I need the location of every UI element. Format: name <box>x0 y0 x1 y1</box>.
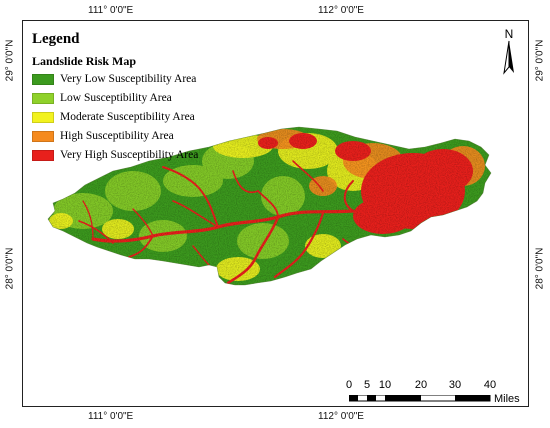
scale-bar-graphic <box>349 395 491 402</box>
right-coord-29: 29° 0'0"N <box>534 39 546 82</box>
legend: Legend Landslide Risk Map Very Low Susce… <box>32 30 242 164</box>
scale-tick-0: 0 <box>345 379 353 391</box>
top-coord-112: 112° 0'0"E <box>318 5 364 16</box>
legend-item-moderate: Moderate Susceptibility Area <box>32 108 242 126</box>
legend-swatch-low <box>32 92 54 104</box>
legend-label-very-low: Very Low Susceptibility Area <box>60 73 197 85</box>
legend-swatch-high <box>32 130 54 142</box>
legend-item-low: Low Susceptibility Area <box>32 89 242 107</box>
region-fill <box>48 127 491 285</box>
scale-tick-30: 30 <box>448 379 462 391</box>
scale-tick-5: 5 <box>363 379 371 391</box>
legend-swatch-very-low <box>32 73 54 85</box>
bottom-coord-112: 112° 0'0"E <box>318 411 364 422</box>
map-frame: Legend Landslide Risk Map Very Low Susce… <box>22 20 529 407</box>
scale-tick-40: 40 <box>483 379 497 391</box>
legend-swatch-very-high <box>32 149 54 161</box>
north-arrow-right-half <box>509 41 514 73</box>
scale-tick-20: 20 <box>414 379 428 391</box>
scale-unit: Miles <box>494 393 520 405</box>
scale-bar: 0 5 10 20 30 40 Miles <box>343 379 523 406</box>
legend-swatch-moderate <box>32 111 54 123</box>
legend-item-very-high: Very High Susceptibility Area <box>32 146 242 164</box>
right-coord-28: 28° 0'0"N <box>534 247 546 290</box>
legend-title: Legend <box>32 31 80 47</box>
region-outline <box>47 126 492 286</box>
left-coord-28: 28° 0'0"N <box>4 247 16 290</box>
legend-label-low: Low Susceptibility Area <box>60 92 172 104</box>
legend-label-high: High Susceptibility Area <box>60 130 174 142</box>
north-label: N <box>505 27 514 41</box>
susceptibility-map <box>47 126 492 286</box>
legend-label-moderate: Moderate Susceptibility Area <box>60 111 195 123</box>
north-arrow-icon: N <box>503 27 514 75</box>
legend-label-very-high: Very High Susceptibility Area <box>60 149 199 161</box>
scale-tick-10: 10 <box>378 379 392 391</box>
legend-item-very-low: Very Low Susceptibility Area <box>32 70 242 88</box>
legend-item-high: High Susceptibility Area <box>32 127 242 145</box>
bottom-coord-111: 111° 0'0"E <box>88 411 134 422</box>
legend-subtitle: Landslide Risk Map <box>32 54 137 68</box>
left-coord-29: 29° 0'0"N <box>4 39 16 82</box>
top-coord-111: 111° 0'0"E <box>88 5 134 16</box>
north-arrow-left-half <box>503 40 510 75</box>
